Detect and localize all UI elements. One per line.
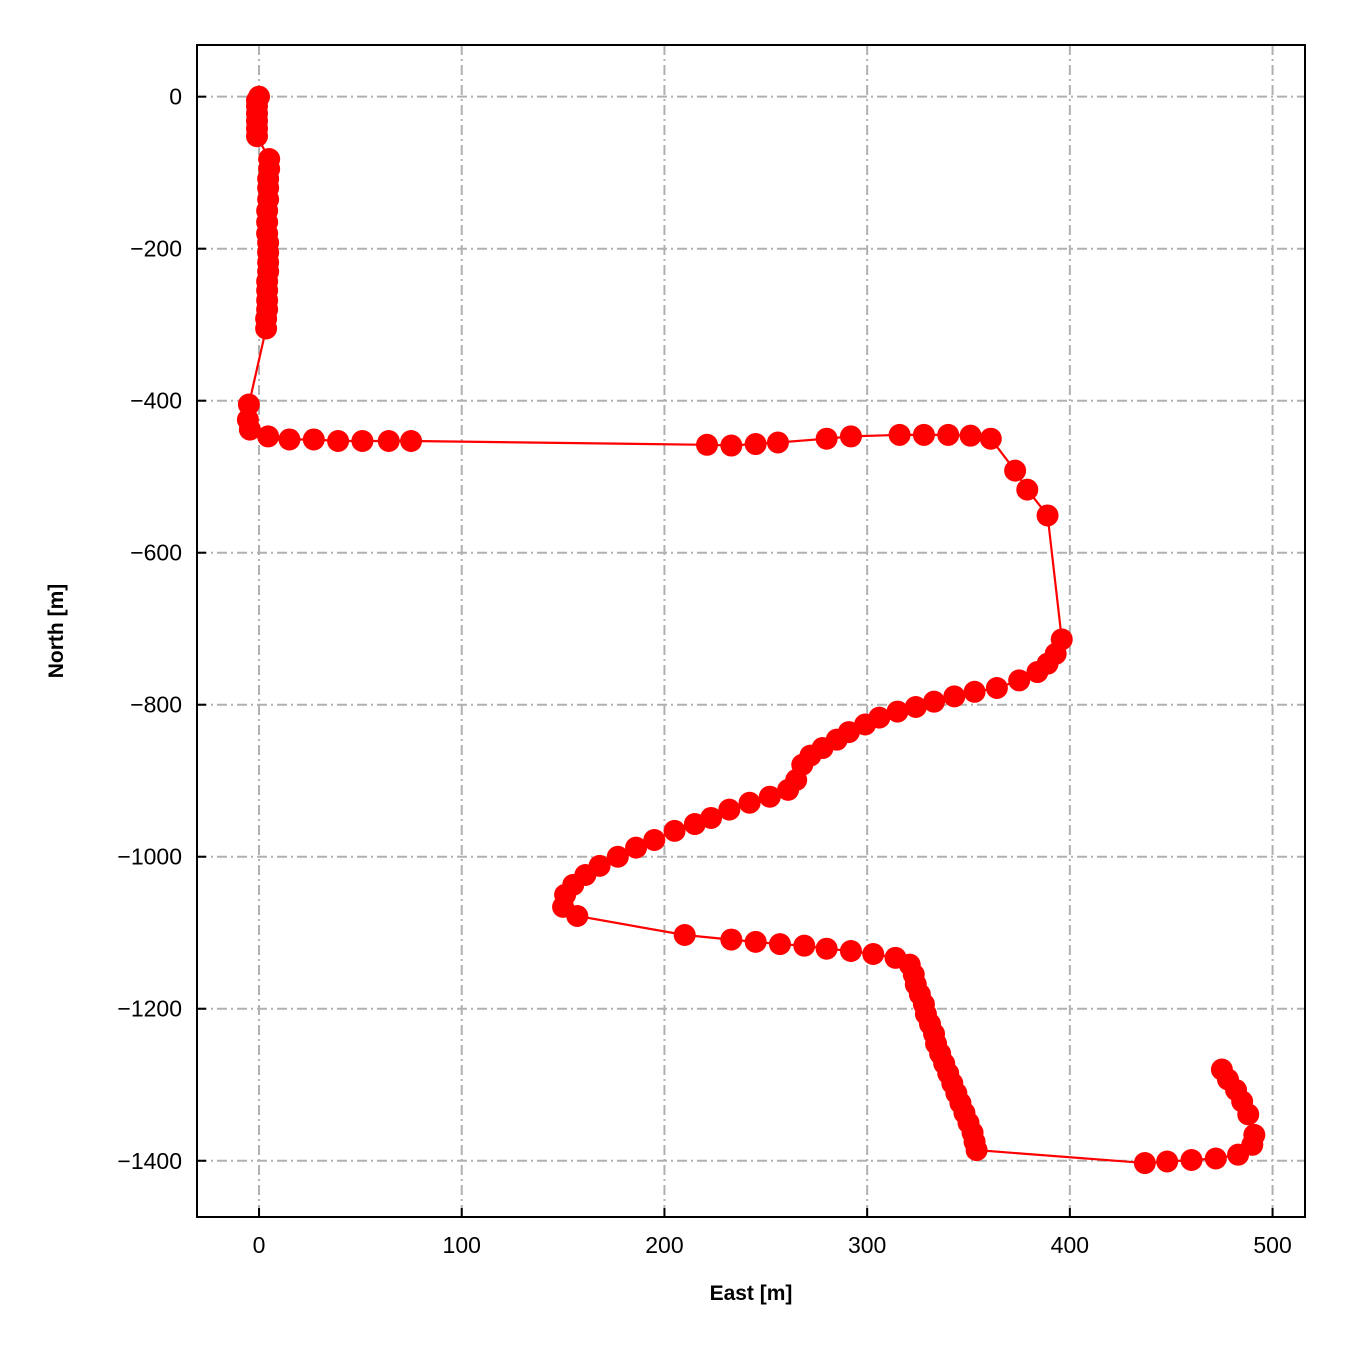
series-trajectory <box>236 85 1266 1175</box>
data-point <box>912 423 935 446</box>
data-point <box>327 429 350 452</box>
data-point <box>683 813 706 836</box>
y-axis-label: North [m] <box>45 584 68 678</box>
data-point <box>1243 1123 1266 1146</box>
data-point <box>963 680 986 703</box>
data-point <box>965 1139 988 1162</box>
data-point <box>1204 1147 1227 1170</box>
data-point <box>1210 1058 1233 1081</box>
data-point <box>1156 1150 1179 1173</box>
data-point <box>720 434 743 457</box>
data-point <box>886 700 909 723</box>
grid <box>197 45 1305 1217</box>
data-point <box>400 429 423 452</box>
y-tick-label: −1000 <box>117 844 182 870</box>
x-tick-label: 500 <box>1253 1232 1291 1258</box>
data-point <box>1026 661 1049 684</box>
series-line <box>246 96 1256 1165</box>
data-point <box>979 427 1002 450</box>
data-point <box>1008 669 1031 692</box>
y-tick-label: −600 <box>130 540 182 566</box>
x-tick-label: 200 <box>645 1232 683 1258</box>
data-point <box>606 845 629 868</box>
data-point <box>888 423 911 446</box>
data-point <box>815 937 838 960</box>
data-point <box>777 778 800 801</box>
data-point <box>766 431 789 454</box>
data-point <box>1180 1148 1203 1171</box>
y-tick-label: −200 <box>130 236 182 262</box>
data-point <box>625 836 648 859</box>
data-point <box>943 685 966 708</box>
y-tick-label: −1400 <box>117 1148 182 1174</box>
data-point <box>238 418 261 441</box>
data-point <box>720 928 743 951</box>
plot-frame <box>196 44 1306 1218</box>
data-point <box>257 425 280 448</box>
data-point <box>862 943 885 966</box>
x-axis-label: East [m] <box>710 1282 793 1305</box>
data-point <box>663 819 686 842</box>
data-point <box>744 930 767 953</box>
data-point <box>758 785 781 808</box>
data-point <box>718 798 741 821</box>
y-tick-label: −400 <box>130 388 182 414</box>
data-point <box>1004 459 1027 482</box>
x-tick-label: 400 <box>1051 1232 1089 1258</box>
data-point <box>255 317 278 340</box>
data-point <box>923 690 946 713</box>
data-point <box>839 939 862 962</box>
data-point <box>815 427 838 450</box>
data-point <box>1016 478 1039 501</box>
data-point <box>768 933 791 956</box>
data-point <box>566 905 589 928</box>
data-point <box>738 791 761 814</box>
data-point <box>377 429 400 452</box>
x-tick-label: 100 <box>443 1232 481 1258</box>
data-point <box>351 429 374 452</box>
data-point <box>696 433 719 456</box>
data-point <box>246 125 269 148</box>
data-point <box>302 428 325 451</box>
data-point <box>959 424 982 447</box>
x-tick-label: 0 <box>253 1232 266 1258</box>
data-point <box>673 924 696 947</box>
y-tick-label: −1200 <box>117 996 182 1022</box>
data-point <box>985 677 1008 700</box>
y-tick-label: 0 <box>169 84 182 110</box>
ticks: 0 100 200 300 400 500 0 −200 −400 −600 −800 −1000 −1… <box>117 84 1291 1258</box>
data-point <box>278 428 301 451</box>
data-point <box>643 829 666 852</box>
data-point <box>937 423 960 446</box>
y-tick-label: −800 <box>130 692 182 718</box>
data-point <box>793 934 816 957</box>
data-point <box>904 696 927 719</box>
data-point <box>1036 504 1059 527</box>
data-point <box>1133 1152 1156 1175</box>
data-point <box>839 425 862 448</box>
data-point <box>744 433 767 456</box>
x-tick-label: 300 <box>848 1232 886 1258</box>
